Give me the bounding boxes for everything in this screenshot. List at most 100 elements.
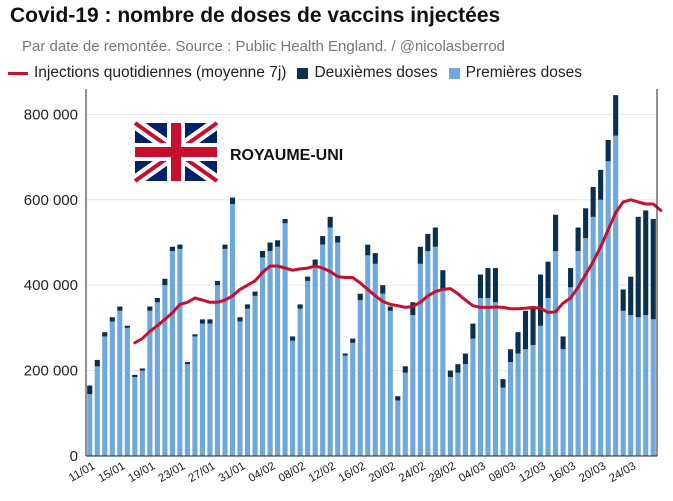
bar-second-dose: [327, 216, 333, 228]
legend-label-first: Premières doses: [465, 64, 582, 81]
bar-first-dose: [365, 255, 371, 456]
bar-first-dose: [267, 251, 273, 456]
bar-first-dose: [290, 340, 296, 456]
legend-item-first: Premières doses: [448, 64, 582, 82]
bar-first-dose: [177, 248, 183, 456]
bar-first-dose: [635, 317, 641, 456]
bar-first-dose: [124, 327, 130, 456]
bar-first-dose: [590, 216, 596, 456]
bar-second-dose: [447, 370, 453, 377]
bar-first-dose: [522, 349, 529, 456]
bar-second-dose: [244, 304, 251, 309]
legend: Injections quotidiennes (moyenne 7j) Deu…: [8, 64, 593, 82]
bars: [87, 95, 656, 457]
x-tick-label: 08/03: [487, 460, 518, 485]
bar-second-dose: [522, 310, 529, 350]
bar-first-dose: [342, 355, 348, 456]
bar-second-dose: [267, 242, 273, 252]
x-tick-label: 12/02: [307, 460, 338, 485]
bar-first-dose: [380, 293, 386, 456]
bar-second-dose: [545, 261, 551, 298]
bar-second-dose: [410, 302, 416, 316]
bar-second-dose: [342, 353, 348, 356]
bar-second-dose: [117, 306, 123, 311]
bar-second-dose: [207, 319, 213, 324]
bar-second-dose: [598, 169, 604, 200]
bar-second-dose: [643, 210, 649, 316]
bar-first-dose: [500, 387, 506, 456]
bar-second-dose: [312, 259, 318, 266]
bar-second-dose: [560, 336, 566, 350]
bar-first-dose: [553, 251, 559, 456]
bar-second-dose: [553, 214, 559, 252]
bar-first-dose: [132, 376, 138, 456]
bar-second-dose: [575, 227, 581, 252]
bar-second-dose: [395, 396, 401, 401]
x-tick-label: 24/02: [397, 460, 428, 485]
x-tick-label: 23/01: [156, 460, 187, 485]
bar-second-dose: [147, 306, 153, 311]
bar-first-dose: [575, 251, 581, 456]
x-tick-label: 20/03: [577, 460, 608, 485]
bar-first-dose: [447, 376, 453, 456]
y-tick-label: 200 000: [24, 363, 78, 380]
legend-first-swatch: [448, 67, 460, 79]
average-line: [133, 198, 663, 345]
bar-second-dose: [169, 246, 175, 252]
bar-second-dose: [177, 244, 183, 249]
bar-second-dose: [455, 364, 461, 373]
bar-second-dose: [260, 251, 266, 258]
bar-second-dose: [290, 336, 296, 341]
bar-first-dose: [207, 323, 213, 456]
bar-second-dose: [470, 323, 476, 339]
bar-first-dose: [613, 135, 619, 457]
bar-first-dose: [530, 344, 536, 456]
bar-first-dose: [109, 321, 115, 456]
y-tick-label: 400 000: [24, 277, 78, 294]
bar-first-dose: [147, 310, 153, 456]
bar-first-dose: [154, 302, 160, 456]
chart-title: Covid-19 : nombre de doses de vaccins in…: [10, 4, 501, 27]
bar-second-dose: [492, 268, 499, 303]
x-tick-label: 12/03: [517, 460, 548, 485]
x-tick-label: 27/01: [187, 460, 218, 485]
bar-first-dose: [507, 362, 514, 456]
bar-first-dose: [252, 295, 258, 456]
bar-first-dose: [650, 319, 656, 456]
bar-second-dose: [365, 244, 371, 256]
bar-second-dose: [275, 240, 281, 247]
bar-first-dose: [117, 310, 123, 456]
bar-first-dose: [605, 161, 611, 456]
bar-first-dose: [312, 265, 318, 456]
bar-first-dose: [455, 372, 461, 456]
bar-second-dose: [154, 297, 160, 303]
bar-second-dose: [335, 236, 341, 243]
bar-first-dose: [350, 342, 356, 456]
legend-item-second: Deuxièmes doses: [297, 64, 438, 82]
bar-first-dose: [402, 372, 408, 456]
bar-second-dose: [583, 208, 589, 239]
bar-first-dose: [395, 400, 401, 456]
bar-second-dose: [425, 233, 431, 252]
bar-second-dose: [350, 338, 356, 343]
bar-second-dose: [162, 278, 168, 286]
legend-line-swatch: [8, 71, 28, 75]
bar-second-dose: [199, 319, 206, 324]
bar-second-dose: [87, 385, 93, 395]
bar-second-dose: [530, 306, 536, 345]
bar-second-dose: [357, 293, 363, 301]
x-tick-label: 08/02: [277, 460, 308, 485]
bar-first-dose: [417, 263, 423, 456]
bar-second-dose: [229, 197, 236, 205]
bar-first-dose: [327, 227, 333, 456]
bar-first-dose: [387, 310, 393, 456]
x-tick-label: 31/01: [217, 460, 248, 485]
bar-first-dose: [297, 308, 303, 456]
legend-label-line: Injections quotidiennes (moyenne 7j): [34, 64, 287, 81]
x-tick-label: 19/01: [126, 460, 157, 485]
bar-first-dose: [425, 251, 431, 456]
bar-first-dose: [169, 251, 175, 456]
axes: [85, 89, 658, 457]
bar-first-dose: [335, 242, 341, 456]
